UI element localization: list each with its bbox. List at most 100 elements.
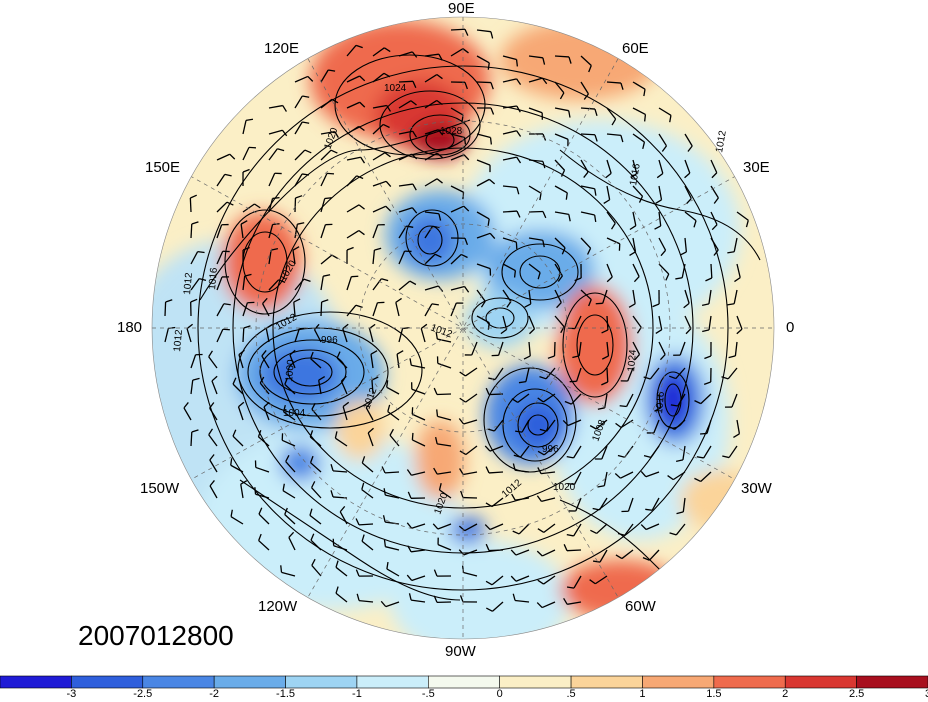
wind-barb-shaft — [372, 104, 387, 109]
wind-barb-shaft — [411, 471, 426, 476]
wind-barb-shaft — [346, 229, 360, 239]
wind-barb-shaft — [238, 354, 244, 369]
wind-barb-shaft — [567, 601, 582, 605]
wind-barb-flag — [542, 211, 547, 219]
wind-barb-shaft — [346, 175, 358, 187]
wind-barb-shaft — [242, 276, 246, 291]
wind-barb-flag — [516, 187, 520, 195]
wind-barb-flag — [395, 297, 402, 303]
wind-barb-shaft — [450, 133, 465, 139]
colorbar-tick-label: 2 — [782, 688, 789, 700]
wind-barb-shaft — [216, 250, 224, 265]
wind-barb-shaft — [190, 223, 193, 239]
wind-barb-flag — [643, 454, 651, 458]
wind-barb-shaft — [515, 549, 530, 556]
wind-barb-flag — [411, 432, 414, 440]
wind-barb-shaft — [411, 388, 426, 395]
wind-barb-flag — [583, 93, 589, 100]
wind-barb-flag — [597, 407, 605, 410]
wind-barb-shaft — [554, 159, 566, 171]
wind-barb-flag — [510, 549, 517, 556]
wind-barb-shaft — [372, 224, 379, 239]
wind-barb-shaft — [361, 489, 374, 499]
wind-barb-shaft — [546, 419, 556, 432]
wind-barb-flag — [567, 482, 575, 486]
lon-label-150w: 150W — [140, 480, 180, 497]
wind-barb-flag — [655, 329, 663, 335]
wind-barb-flag — [310, 351, 314, 359]
wind-barb-shaft — [372, 278, 382, 291]
wind-barb-flag — [645, 508, 653, 511]
wind-barb-shaft — [385, 601, 400, 608]
wind-barb-shaft — [346, 75, 360, 83]
wind-barb-flag — [605, 172, 612, 179]
wind-barb-shaft — [684, 185, 692, 199]
wind-barb-shaft — [320, 173, 328, 187]
wind-barb-shaft — [320, 254, 333, 265]
wind-barb-flag — [433, 595, 438, 603]
wind-barb-shaft — [396, 354, 400, 369]
wind-barb-flag — [463, 137, 467, 145]
wind-barb-flag — [262, 297, 268, 304]
wind-barb-shaft — [320, 69, 329, 83]
wind-barb-shaft — [700, 471, 712, 482]
wind-barb-flag — [536, 550, 543, 557]
wind-barb-shaft — [258, 540, 270, 551]
wind-barb-shaft — [190, 380, 194, 395]
contour-label: 1016 — [207, 267, 220, 291]
wind-barb-shaft — [528, 263, 541, 274]
wind-barb-flag — [192, 377, 200, 381]
wind-barb-shaft — [424, 225, 434, 239]
wind-barb-flag — [676, 511, 684, 515]
wind-barb-flag — [601, 329, 609, 334]
wind-barb-flag — [309, 455, 314, 463]
wind-barb-flag — [736, 328, 743, 335]
wind-barb-shaft — [543, 393, 556, 403]
wind-barb-flag — [464, 238, 469, 246]
wind-barb-flag — [340, 375, 347, 382]
contour-label: 996 — [542, 444, 559, 455]
lon-label-90w: 90W — [445, 643, 476, 660]
wind-barb-shaft — [736, 263, 741, 278]
wind-barb-flag — [330, 149, 338, 154]
wind-barb-shaft — [684, 315, 692, 329]
wind-barb-flag — [656, 172, 664, 179]
wind-barb-shaft — [627, 367, 634, 382]
wind-barb-shaft — [528, 315, 536, 330]
wind-barb-flag — [564, 400, 572, 405]
wind-barb-shaft — [190, 251, 199, 265]
wind-barb-shaft — [576, 367, 582, 382]
lon-label-120e: 120E — [264, 40, 300, 57]
wind-barb-shaft — [372, 123, 384, 135]
wind-barb-flag — [620, 135, 624, 143]
wind-barb-flag — [489, 232, 496, 240]
wind-barb-shaft — [626, 393, 634, 407]
wind-barb-flag — [436, 99, 443, 106]
wind-barb-shaft — [731, 393, 738, 408]
wind-barb-flag — [358, 125, 365, 132]
wind-barb-flag — [209, 402, 215, 409]
wind-barb-flag — [463, 205, 470, 212]
wind-barb-flag — [516, 130, 522, 137]
wind-barb-flag — [412, 183, 417, 191]
wind-barb-flag — [223, 303, 231, 306]
wind-barb-shaft — [528, 77, 543, 83]
wind-barb-shaft — [367, 432, 374, 447]
wind-barb-shaft — [575, 497, 582, 512]
wind-barb-shaft — [489, 445, 504, 452]
wind-barb-shaft — [566, 549, 582, 552]
contour-label: 1020 — [553, 482, 576, 493]
wind-barb-shaft — [294, 121, 303, 135]
wind-barb-flag — [257, 429, 262, 438]
wind-barb-shaft — [265, 328, 270, 343]
wind-barb-flag — [565, 192, 568, 200]
wind-barb-flag — [462, 48, 469, 54]
wind-barb-flag — [383, 47, 391, 53]
wind-barb-shaft — [285, 461, 296, 473]
wind-barb-flag — [513, 270, 517, 278]
wind-barb-shaft — [465, 393, 478, 403]
wind-barb-shaft — [259, 382, 270, 395]
wind-barb-shaft — [476, 263, 491, 270]
wind-barb-flag — [434, 436, 438, 445]
wind-barb-flag — [238, 349, 245, 356]
